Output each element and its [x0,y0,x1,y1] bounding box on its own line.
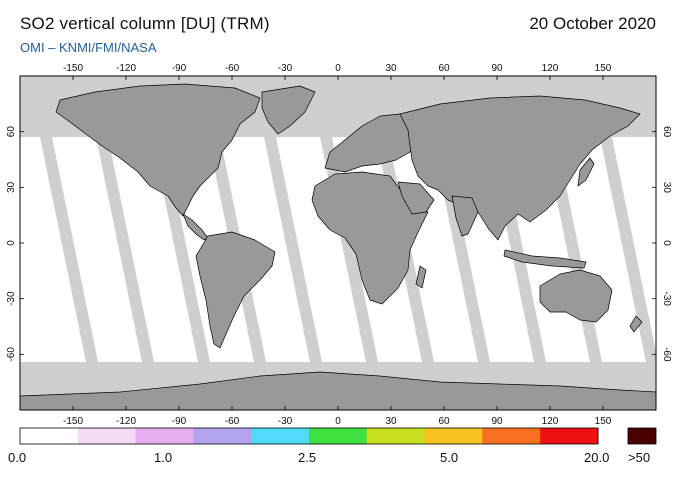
lon-tick-label-top: 150 [595,63,612,74]
colorbar-segment [540,428,599,444]
india-landmass [451,195,479,237]
lat-tick-label-left: 30 [6,181,17,193]
lon-tick-label-top: -60 [225,63,240,74]
lon-tick-label-top: 30 [385,63,397,74]
lon-tick-label-top: 90 [491,63,503,74]
colorbar-segment [482,428,541,444]
lon-tick-label-bottom: -30 [278,416,293,427]
arabia-landmass [397,181,435,215]
colorbar-frame [19,427,599,445]
colorbar-segment [309,428,368,444]
lat-tick-label-right: -30 [661,291,672,306]
colorbar [20,428,599,444]
lon-tick-label-top: 0 [335,63,341,74]
south-america-landmass [195,231,276,349]
map-axes: -150 -150 -120 -120 -90 -90 -60 -60 -30 -30 0 0 30 30… [6,63,672,427]
colorbar-label-0: 0.0 [8,450,27,465]
indonesia-landmass [503,249,587,269]
lat-tick-label-right: 30 [661,182,672,194]
colorbar-segment [135,428,194,444]
colorbar-overflow-label: >50 [628,450,651,465]
africa-landmass [311,171,429,305]
colorbar-segment [424,428,483,444]
lon-tick-label-bottom: 60 [438,416,450,427]
lat-tick-label-right: -60 [661,347,672,362]
japan-landmass [577,157,595,187]
orbit-gap-swath [600,137,656,362]
north-america-landmass [55,83,261,217]
lat-tick-label-right: 0 [661,240,672,246]
map-title: SO2 vertical column [DU] (TRM) [20,14,270,33]
lon-tick-label-top: -90 [172,63,187,74]
lon-tick-label-bottom: 30 [385,416,397,427]
lon-tick-label-bottom: 120 [542,416,559,427]
orbit-gap-swath [656,137,676,362]
orbit-gap-swath [96,137,154,362]
antarctica-landmass [20,371,656,410]
lat-tick-label-left: -60 [6,347,17,362]
orbit-gap-swath [264,137,322,362]
lon-tick-label-top: 120 [542,63,559,74]
lon-tick-label-bottom: 150 [595,416,612,427]
lon-tick-label-bottom: -60 [225,416,240,427]
lon-tick-label-bottom: -90 [172,416,187,427]
lon-tick-label-bottom: -150 [63,416,83,427]
orbit-gap-swath [40,137,98,362]
lon-tick-label-top: -30 [278,63,293,74]
land-masses [20,83,656,410]
colorbar-overflow [627,427,657,445]
lon-tick-label-bottom: 0 [335,416,341,427]
colorbar-segment [251,428,310,444]
colorbar-label-2: 2.5 [298,450,317,465]
map-date: 20 October 2020 [529,14,656,33]
lon-tick-label-bottom: -120 [116,416,136,427]
lon-tick-label-top: 60 [438,63,450,74]
colorbar-segment [193,428,252,444]
new-zealand-landmass [629,315,643,333]
madagascar-landmass [415,265,427,289]
lat-tick-label-left: 0 [6,240,17,246]
lon-tick-label-top: -120 [116,63,136,74]
lon-tick-label-top: -150 [63,63,83,74]
greenland-landmass [261,85,316,135]
lat-tick-label-right: 60 [661,126,672,138]
australia-landmass [539,269,613,323]
lon-tick-label-bottom: 90 [491,416,503,427]
colorbar-segment [77,428,137,444]
colorbar-segment [366,428,426,444]
colorbar-label-3: 5.0 [440,450,459,465]
lat-tick-label-left: -30 [6,291,17,306]
colorbar-segment [20,428,79,444]
colorbar-label-4: 20.0 [584,450,610,465]
colorbar-label-1: 1.0 [154,450,173,465]
data-source: OMI – KNMI/FMI/NASA [20,40,157,55]
lat-tick-label-left: 60 [6,126,17,138]
